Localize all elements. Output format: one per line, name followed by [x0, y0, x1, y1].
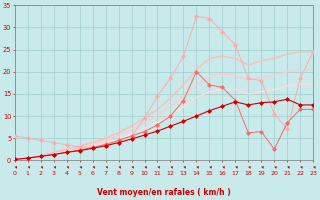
X-axis label: Vent moyen/en rafales ( km/h ): Vent moyen/en rafales ( km/h )	[97, 188, 231, 197]
